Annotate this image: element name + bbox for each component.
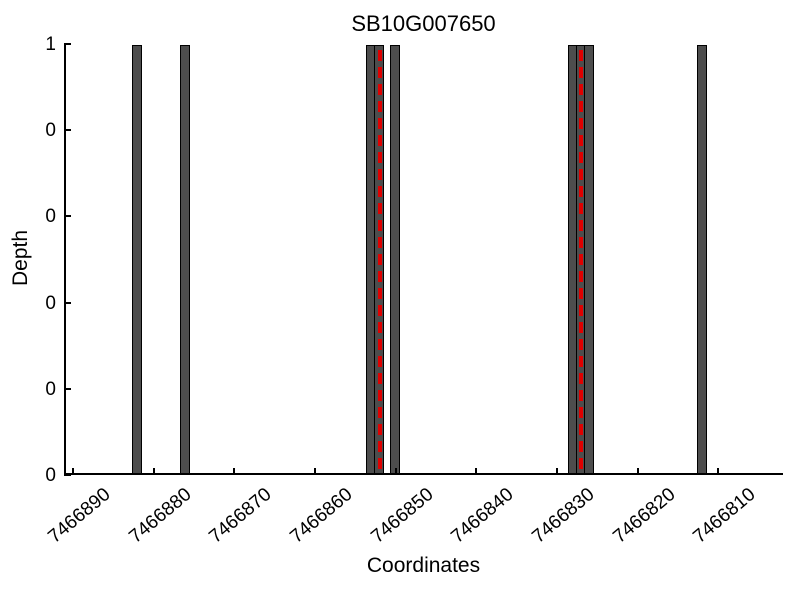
x-tick [313, 468, 316, 475]
y-tick-label: 0 [45, 292, 56, 314]
y-tick-label: 0 [45, 120, 56, 142]
y-tick [64, 301, 71, 304]
bar [131, 45, 142, 475]
chart-title: SB10G007650 [351, 11, 496, 36]
x-tick [233, 468, 236, 475]
x-tick [394, 468, 397, 475]
y-tick [64, 215, 71, 218]
snp-marker-line [579, 50, 584, 473]
x-tick [71, 468, 74, 475]
y-tick [64, 129, 71, 132]
y-tick-label: 0 [45, 206, 56, 228]
x-tick [556, 468, 559, 475]
x-axis-spine [64, 473, 783, 475]
x-axis-label: Coordinates [366, 554, 481, 577]
x-tick [636, 468, 639, 475]
y-tick-label: 0 [45, 465, 56, 486]
y-tick-label: 1 [45, 34, 56, 55]
snp-marker-line [377, 50, 382, 473]
y-tick [64, 43, 71, 45]
y-tick-label: 0 [45, 378, 56, 400]
plot-area [64, 43, 783, 476]
bar [390, 45, 401, 475]
x-tick [475, 468, 478, 475]
x-tick [717, 468, 720, 475]
bar [180, 45, 191, 475]
bar [696, 45, 707, 475]
bar [583, 45, 594, 475]
x-tick [152, 468, 155, 475]
y-tick [64, 474, 71, 476]
y-tick [64, 387, 71, 390]
y-axis-spine [64, 44, 66, 475]
